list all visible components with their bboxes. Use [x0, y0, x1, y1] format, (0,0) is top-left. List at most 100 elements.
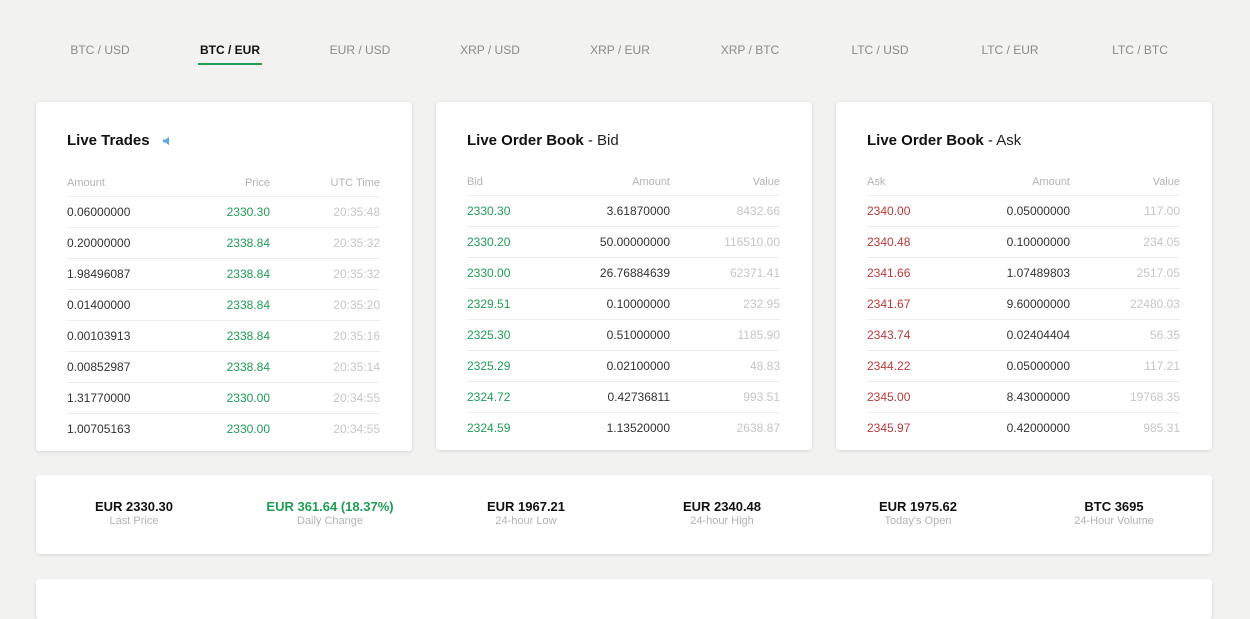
table-cell: 2330.30 — [467, 195, 547, 227]
live-trades-table: Amount Price UTC Time 0.06000000 2330.30 2… — [67, 170, 380, 444]
table-row: 2340.00 0.05000000 117.00 — [867, 195, 1180, 227]
table-row: 2340.48 0.10000000 234.05 — [867, 226, 1180, 258]
stat-24-hour-high: EUR 2340.48 24-hour High — [627, 499, 817, 527]
table-header-row: Amount Price UTC Time — [67, 170, 380, 197]
pair-tab-xrp-eur[interactable]: XRP / EUR — [555, 36, 685, 66]
table-cell: 0.01400000 — [67, 289, 187, 321]
table-header-row: Bid Amount Value — [467, 169, 780, 196]
stat-24-hour-volume: BTC 3695 24-Hour Volume — [1019, 499, 1209, 527]
bid-book-title: Live Order Book - Bid — [467, 132, 619, 149]
table-cell: 0.10000000 — [947, 226, 1070, 258]
table-cell: 62371.41 — [670, 257, 780, 289]
col-price: Price — [187, 170, 270, 197]
stat-label: Today's Open — [884, 515, 952, 527]
pair-tab-label: XRP / BTC — [720, 43, 780, 57]
col-utc-time: UTC Time — [270, 170, 380, 197]
table-row: 1.00705163 2330.00 20:34:55 — [67, 414, 380, 445]
pair-tab-xrp-usd[interactable]: XRP / USD — [425, 36, 555, 66]
table-row: 1.31770000 2330.00 20:34:55 — [67, 382, 380, 414]
table-cell: 2338.84 — [187, 227, 270, 259]
table-cell: 20:35:20 — [270, 289, 380, 321]
col-amount: Amount — [947, 169, 1070, 196]
table-cell: 56.35 — [1070, 319, 1180, 351]
table-header-row: Ask Amount Value — [867, 169, 1180, 196]
pair-tab-xrp-btc[interactable]: XRP / BTC — [685, 36, 815, 66]
pair-tab-label: XRP / EUR — [590, 43, 650, 57]
table-cell: 20:35:48 — [270, 196, 380, 228]
pair-tab-label: LTC / EUR — [981, 43, 1039, 57]
table-cell: 2338.84 — [187, 351, 270, 383]
table-row: 2341.67 9.60000000 22480.03 — [867, 288, 1180, 320]
pair-tab-btc-usd[interactable]: BTC / USD — [35, 36, 165, 66]
table-cell: 232.95 — [670, 288, 780, 320]
table-cell: 117.00 — [1070, 195, 1180, 227]
speaker-icon[interactable] — [162, 133, 172, 146]
table-row: 2325.29 0.02100000 48.83 — [467, 350, 780, 382]
table-cell: 2330.00 — [226, 422, 270, 436]
table-cell: 22480.03 — [1070, 288, 1180, 320]
table-row: 2345.97 0.42000000 985.31 — [867, 413, 1180, 444]
table-row: 0.00103913 2338.84 20:35:16 — [67, 320, 380, 352]
live-trades-card: Live Trades Amount Price UTC Time 0.0600… — [36, 102, 412, 451]
table-row: 2341.66 1.07489803 2517.05 — [867, 257, 1180, 289]
pair-tab-btc-eur[interactable]: BTC / EUR — [165, 36, 295, 66]
ask-book-table: Ask Amount Value 2340.00 0.05000000 117.00… — [867, 169, 1180, 443]
table-cell: 2325.29 — [467, 350, 547, 382]
table-cell: 0.20000000 — [67, 227, 187, 259]
table-cell: 8432.66 — [670, 195, 780, 227]
ask-order-book-card: Live Order Book - Ask Ask Amount Value 2… — [836, 102, 1212, 450]
table-cell: 116510.00 — [670, 226, 780, 258]
table-cell: 2329.51 — [467, 288, 547, 320]
table-cell: 2344.22 — [867, 350, 947, 382]
table-cell: 2325.30 — [467, 319, 547, 351]
table-cell: 0.02404404 — [947, 319, 1070, 351]
table-cell: 2330.30 — [187, 196, 270, 228]
table-cell: 1.13520000 — [606, 421, 670, 435]
table-cell: 2324.72 — [467, 381, 547, 413]
live-trades-title: Live Trades — [67, 132, 172, 149]
table-cell: 993.51 — [670, 381, 780, 413]
table-cell: 48.83 — [670, 350, 780, 382]
pair-tab-label: LTC / USD — [851, 43, 909, 57]
table-cell: 234.05 — [1070, 226, 1180, 258]
table-row: 2325.30 0.51000000 1185.90 — [467, 319, 780, 351]
table-cell: 2345.00 — [867, 381, 947, 413]
table-cell: 0.00103913 — [67, 320, 187, 352]
bid-book-table: Bid Amount Value 2330.30 3.61870000 8432.6… — [467, 169, 780, 443]
pair-tab-label: LTC / BTC — [1112, 43, 1168, 57]
chart-card — [36, 579, 1212, 619]
table-row: 2330.00 26.76884639 62371.41 — [467, 257, 780, 289]
table-cell: 2343.74 — [867, 319, 947, 351]
table-cell: 0.51000000 — [547, 319, 670, 351]
market-stats-bar: EUR 2330.30 Last Price EUR 361.64 (18.37%)… — [36, 475, 1212, 554]
table-cell: 26.76884639 — [547, 257, 670, 289]
table-cell: 50.00000000 — [547, 226, 670, 258]
pair-tab-ltc-usd[interactable]: LTC / USD — [815, 36, 945, 66]
table-row: 2324.72 0.42736811 993.51 — [467, 381, 780, 413]
stat-label: Daily Change — [296, 515, 364, 527]
pair-tab-ltc-eur[interactable]: LTC / EUR — [945, 36, 1075, 66]
table-cell: 985.31 — [1143, 421, 1180, 435]
table-cell: 1.31770000 — [67, 382, 187, 414]
table-cell: 20:35:16 — [270, 320, 380, 352]
table-cell: 8.43000000 — [947, 381, 1070, 413]
pair-tab-label: BTC / EUR — [198, 37, 262, 65]
col-amount: Amount — [67, 170, 187, 197]
col-value: Value — [1070, 169, 1180, 196]
bid-order-book-card: Live Order Book - Bid Bid Amount Value 2… — [436, 102, 812, 450]
table-cell: 0.02100000 — [547, 350, 670, 382]
stat-value: EUR 2340.48 — [682, 499, 762, 514]
table-cell: 1.00705163 — [67, 422, 131, 436]
currency-pair-tabs: BTC / USD BTC / EUR EUR / USD XRP / USD XRP … — [35, 36, 1205, 66]
table-cell: 2330.00 — [467, 257, 547, 289]
table-cell: 1.98496087 — [67, 258, 187, 290]
stat-value: BTC 3695 — [1084, 499, 1144, 514]
table-cell: 20:35:32 — [270, 227, 380, 259]
table-cell: 2345.97 — [867, 421, 911, 435]
pair-tab-eur-usd[interactable]: EUR / USD — [295, 36, 425, 66]
stat-label: 24-hour Low — [495, 515, 557, 527]
table-cell: 0.42736811 — [547, 381, 670, 413]
table-cell: 1185.90 — [670, 319, 780, 351]
pair-tab-ltc-btc[interactable]: LTC / BTC — [1075, 36, 1205, 66]
table-cell: 2341.66 — [867, 257, 947, 289]
